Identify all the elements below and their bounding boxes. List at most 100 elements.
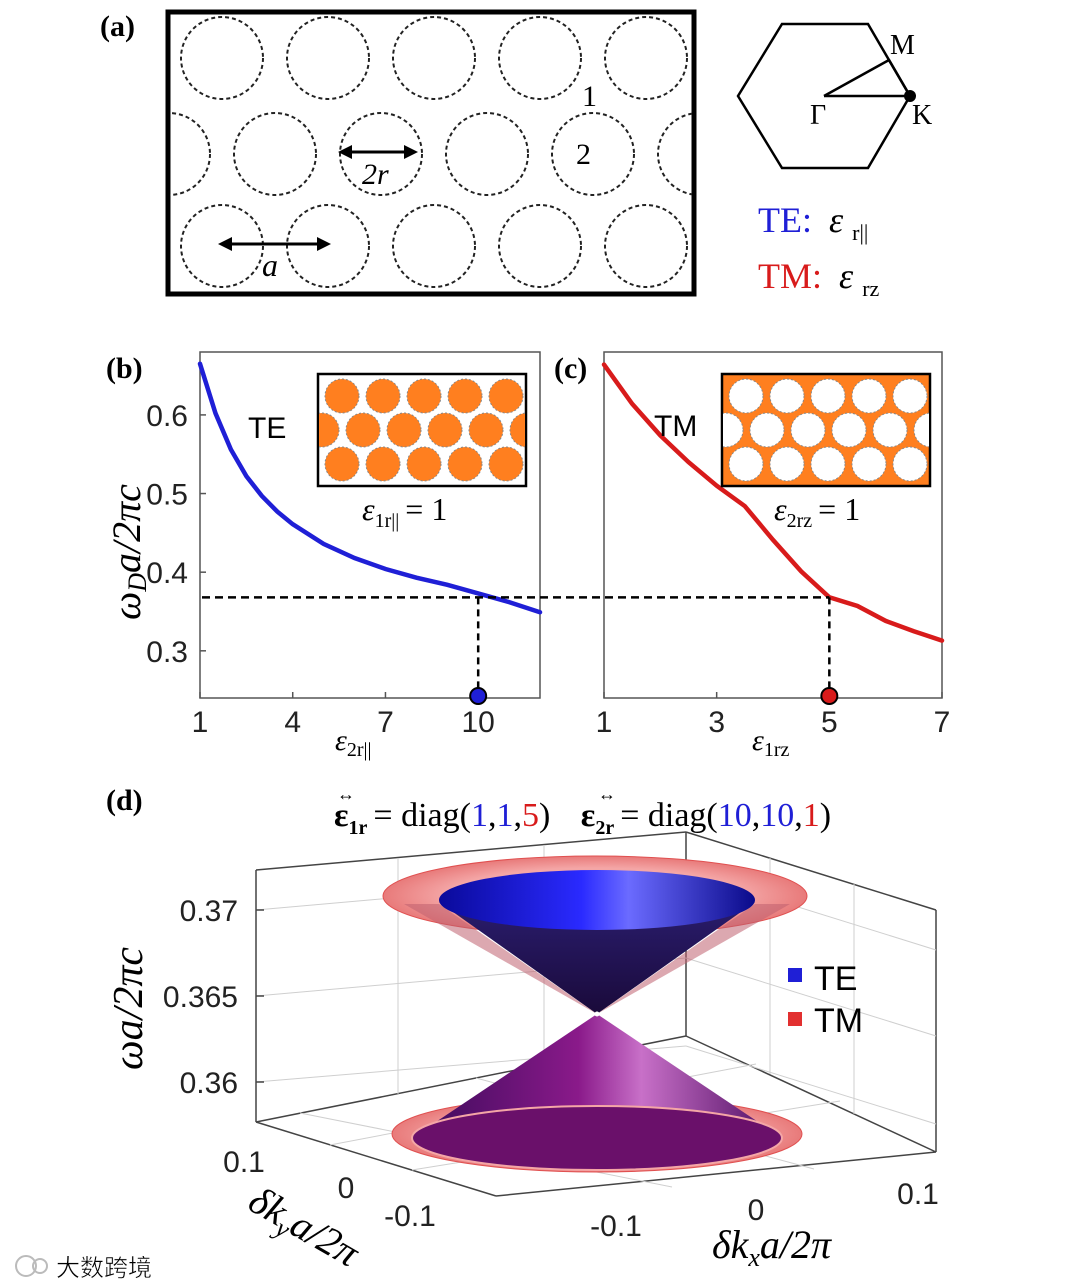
inset-circle — [324, 446, 360, 482]
tm-eps: ε — [839, 256, 854, 296]
series-line-te — [197, 361, 543, 615]
x-tick-label: 1 — [596, 706, 613, 739]
inset-circle — [749, 412, 785, 448]
title-diag1-c: 5 — [522, 797, 539, 834]
panel-a-label: (a) — [100, 10, 135, 43]
panel-b-inset-label: ε1r|| = 1 — [362, 491, 447, 532]
lattice-circles — [170, 16, 692, 288]
y-tick-label: 0.6 — [146, 400, 188, 433]
m-k-line — [887, 59, 912, 97]
title-diag2-b: 10 — [760, 797, 794, 834]
te-assignment: TE: ε r|| — [758, 200, 868, 245]
marker-dot — [469, 687, 488, 705]
panel-d: (d) ε1r = diag(1,1,5) ε2r = diag(10,10,1) … — [106, 784, 939, 1280]
x-tick-label: 5 — [821, 706, 838, 739]
title-diag1-a: 1 — [471, 797, 488, 834]
te-sub: r|| — [852, 220, 868, 245]
panel-b-ylabel: ωDa/2πc — [104, 484, 152, 620]
inset-circle — [913, 412, 929, 448]
panel-b: (b) 1 4 7 10 0.3 0.4 0.5 0.6 ωDa/2πc ε2r|| ε1r|… — [104, 351, 605, 761]
y-tick-label: 0 — [338, 1172, 355, 1205]
inset-circle — [975, 379, 1009, 413]
panel-c-plot: 1 3 5 7 — [596, 362, 950, 739]
panel-b-label: (b) — [106, 352, 143, 385]
gamma-m-line — [823, 58, 890, 98]
panel-b-xlabel: ε2r|| — [335, 724, 372, 761]
lattice-circle — [286, 16, 370, 100]
inset-circle — [386, 412, 422, 448]
inset-circle — [427, 412, 463, 448]
inset-circle — [365, 446, 401, 482]
x-tick-label: 0 — [748, 1194, 765, 1227]
x-tick-label: -0.1 — [590, 1210, 642, 1243]
tm-upper-cone-tint-right — [597, 904, 790, 1014]
inset-circle — [769, 446, 805, 482]
y-tick-label: -0.1 — [384, 1200, 436, 1233]
site-2-label: 2 — [576, 138, 591, 171]
watermark-text: 大数跨境 — [56, 1255, 152, 1282]
dim-a-arrowhead-left — [218, 237, 232, 251]
z-tick-label: 0.36 — [180, 1067, 238, 1100]
series-line-tm — [601, 362, 945, 643]
inset-circle — [872, 412, 908, 448]
z-tick-label: 0.37 — [180, 895, 238, 928]
dim-2r-arrowhead-right — [404, 145, 418, 159]
y-tick-label: 0.5 — [146, 479, 188, 512]
lattice-circle — [604, 16, 688, 100]
inset-circle — [365, 378, 401, 414]
panel-b-inset-rhs: = 1 — [405, 491, 447, 527]
dirac-point — [594, 1011, 600, 1017]
k-point-dot — [904, 90, 916, 102]
legend-tm-swatch — [788, 1012, 802, 1026]
lattice-circle — [339, 112, 423, 196]
panel-b-inset-lattice — [284, 378, 605, 482]
panel-c-legend-tm: TM — [654, 410, 697, 443]
title-diag-word-1: = diag( — [373, 797, 471, 834]
inset-circle — [468, 412, 504, 448]
gamma-label: Γ — [810, 100, 826, 131]
te-eps: ε — [829, 200, 844, 240]
inset-circle — [723, 412, 744, 448]
title-eps1: ε — [334, 797, 349, 834]
inset-circle — [892, 446, 928, 482]
inset-circle — [728, 446, 764, 482]
inset-circle — [831, 412, 867, 448]
dim-2r-arrowhead-left — [338, 145, 352, 159]
title-eps2: ε — [581, 797, 596, 834]
lattice-circle — [498, 16, 582, 100]
title-eps2-sub: 2r — [595, 817, 614, 839]
panel-b-inset-eps: ε — [362, 491, 375, 527]
x-tick-label: 0.1 — [897, 1178, 939, 1211]
site-1-label: 1 — [582, 80, 597, 113]
inset-circle — [447, 378, 483, 414]
legend-tm-label: TM — [814, 1002, 863, 1040]
brillouin-zone-hexagon — [736, 22, 912, 170]
inset-circle — [955, 413, 989, 447]
tm-upper-cone-tint — [404, 904, 597, 1014]
inset-circle — [284, 447, 318, 481]
panel-b-plot: 1 4 7 10 0.3 0.4 0.5 0.6 — [146, 361, 543, 739]
panel-d-title: ε1r = diag(1,1,5) ε2r = diag(10,10,1) — [334, 797, 831, 839]
dim-2r-label: 2r — [362, 158, 389, 191]
inset-circle — [810, 378, 846, 414]
panel-a: (a) 1 2 2r a Γ M K TE: ε r|| TM: ε rz — [100, 9, 932, 301]
y-tick-label: 0.4 — [146, 557, 188, 590]
x-tick-label: 4 — [284, 706, 301, 739]
panel-c: (c) 1 3 5 7 ε1rz ε2rz = 1 TM — [554, 351, 1009, 761]
panel-d-label: (d) — [106, 784, 143, 817]
inset-circle — [406, 446, 442, 482]
lattice-circle — [286, 204, 370, 288]
tm-assignment: TM: ε rz — [758, 256, 880, 301]
dim-a-arrowhead-right — [317, 237, 331, 251]
panel-c-label: (c) — [554, 352, 587, 385]
inset-circle — [488, 446, 524, 482]
panel-c-inset-sub: 2rz — [787, 510, 813, 532]
watermark: 大数跨境 — [15, 1255, 152, 1282]
inset-circle — [571, 447, 605, 481]
panel-b-legend-te: TE — [248, 412, 286, 445]
m-label: M — [890, 30, 915, 61]
title-diag1-b: 1 — [496, 797, 513, 834]
te-lower-base-rim — [411, 1105, 783, 1171]
marker-dot — [820, 687, 839, 705]
